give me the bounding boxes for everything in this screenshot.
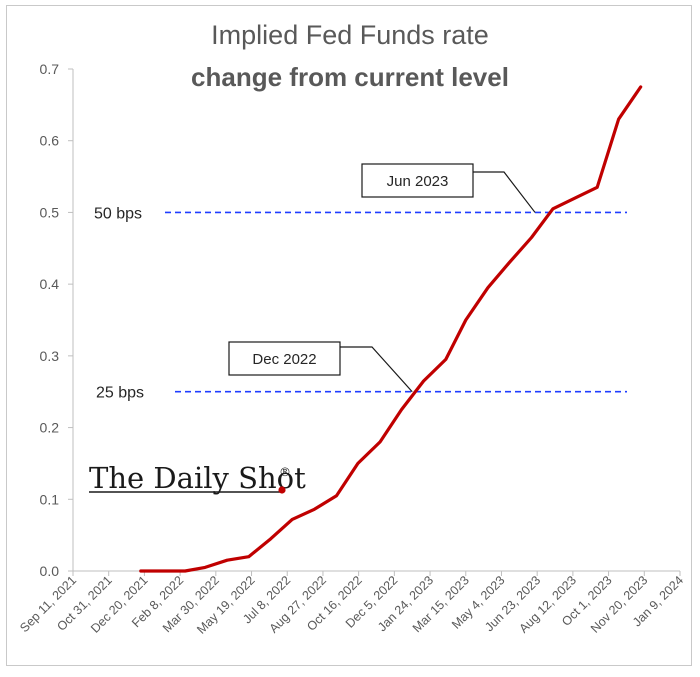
data-point <box>464 318 467 322</box>
data-point <box>313 508 316 511</box>
series-line <box>139 85 643 573</box>
callout-box <box>361 163 474 198</box>
data-point <box>444 358 447 361</box>
watermark-dot <box>278 486 286 494</box>
callout-label: Jun 2023 <box>387 173 449 190</box>
watermark-text: The Daily Shot <box>89 461 306 495</box>
reference-line-label: 25 bps <box>96 385 144 402</box>
data-point <box>247 555 250 558</box>
data-point <box>226 559 229 562</box>
chart-title: Implied Fed Funds rate <box>211 20 489 50</box>
data-point <box>422 379 425 383</box>
data-point <box>551 207 555 211</box>
data-point <box>269 537 273 540</box>
callout-box <box>228 341 341 376</box>
data-point <box>639 85 642 89</box>
data-point <box>356 462 360 465</box>
data-point <box>161 569 165 573</box>
reference-line-label: 50 bps <box>94 205 142 222</box>
y-tick-label: 0.0 <box>40 563 60 579</box>
y-tick-label: 0.6 <box>40 133 60 149</box>
y-tick-label: 0.4 <box>40 276 60 292</box>
callouts: Jun 2023 Dec 2022 <box>228 163 536 393</box>
callout-label: Dec 2022 <box>252 351 316 368</box>
reference-lines: 50 bps 25 bps <box>94 205 627 402</box>
y-tick-label: 0.1 <box>40 491 60 507</box>
watermark-registered-mark: ® <box>279 465 291 479</box>
data-point <box>378 440 382 444</box>
data-point <box>335 494 338 497</box>
watermark-logo: The Daily Shot ® <box>89 461 306 495</box>
y-tick-label: 0.5 <box>40 204 60 220</box>
y-tick-label: 0.2 <box>40 420 60 436</box>
callout-leader <box>340 346 413 393</box>
data-point <box>139 569 143 573</box>
data-point <box>291 518 294 521</box>
data-point <box>486 286 490 289</box>
y-tick-label: 0.7 <box>40 61 60 77</box>
data-point <box>617 118 620 121</box>
chart-subtitle: change from current level <box>191 62 509 92</box>
callout-leader <box>473 171 536 213</box>
data-point <box>183 569 187 573</box>
data-point <box>573 196 577 200</box>
data-point <box>400 408 403 411</box>
data-point <box>595 186 599 189</box>
series-layer <box>139 85 643 573</box>
y-tick-label: 0.3 <box>40 348 60 364</box>
chart-frame <box>6 5 692 666</box>
data-point <box>508 261 511 264</box>
data-point <box>530 236 533 239</box>
data-point <box>203 566 207 569</box>
